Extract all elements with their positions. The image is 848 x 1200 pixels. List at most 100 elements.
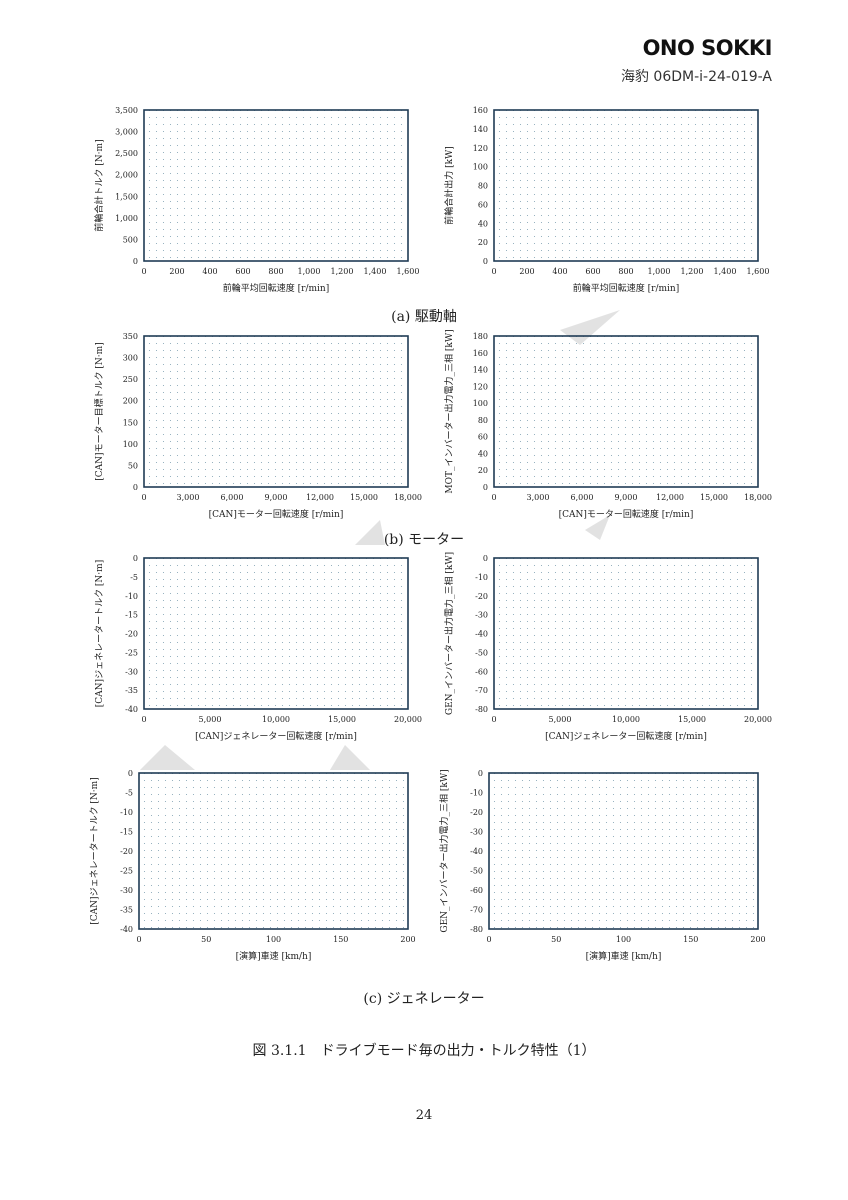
y-tick-label: 0 [483, 257, 488, 266]
x-tick-label: 150 [683, 935, 698, 944]
y-tick-label: 0 [133, 554, 138, 563]
y-tick-label: 0 [133, 257, 138, 266]
plot-area [489, 773, 758, 929]
x-axis-label: [CAN]ジェネレーター回転速度 [r/min] [545, 730, 707, 742]
y-tick-label: -5 [125, 789, 133, 798]
y-tick-label: 100 [473, 399, 488, 408]
x-axis-label: [演算]車速 [km/h] [586, 950, 662, 962]
y-tick-label: 120 [473, 382, 488, 391]
x-tick-label: 15,000 [678, 715, 706, 724]
y-tick-label: 250 [123, 375, 138, 384]
y-axis-label: 前輪合計トルク [N·m] [93, 139, 105, 231]
x-tick-label: 200 [169, 267, 184, 276]
x-tick-label: 20,000 [744, 715, 772, 724]
y-tick-label: -30 [120, 886, 133, 895]
x-tick-label: 1,200 [681, 267, 704, 276]
y-tick-label: 120 [473, 144, 488, 153]
y-tick-label: 140 [473, 366, 488, 375]
x-tick-label: 200 [519, 267, 534, 276]
y-tick-label: 200 [123, 397, 138, 406]
y-tick-label: 160 [473, 349, 488, 358]
x-tick-label: 400 [552, 267, 567, 276]
y-tick-label: -10 [470, 789, 483, 798]
y-axis-label: [CAN]ジェネレータートルク [N·m] [89, 777, 100, 924]
x-tick-label: 6,000 [221, 493, 244, 502]
plot-area [144, 336, 408, 487]
plot-frame [493, 109, 759, 262]
x-tick-label: 1,000 [648, 267, 671, 276]
x-axis-label: 前輪平均回転速度 [r/min] [573, 282, 679, 294]
x-tick-label: 12,000 [656, 493, 684, 502]
x-tick-label: 1,000 [298, 267, 321, 276]
page-number: 24 [415, 1108, 433, 1123]
x-tick-label: 0 [491, 267, 496, 276]
y-tick-label: 300 [123, 354, 138, 363]
y-tick-label: -70 [470, 906, 483, 915]
y-tick-label: -25 [125, 648, 138, 657]
x-tick-label: 5,000 [199, 715, 222, 724]
y-tick-label: -20 [120, 847, 133, 856]
y-tick-label: -80 [475, 705, 488, 714]
x-tick-label: 1,600 [747, 267, 770, 276]
x-tick-label: 3,000 [527, 493, 550, 502]
x-tick-label: 600 [235, 267, 250, 276]
x-tick-label: 15,000 [328, 715, 356, 724]
plot-frame [143, 335, 409, 488]
y-tick-label: 350 [123, 332, 138, 341]
document-id: 海豹 06DM-i-24-019-A [620, 69, 772, 85]
x-tick-label: 0 [486, 935, 491, 944]
y-tick-label: -60 [470, 886, 483, 895]
x-tick-label: 1,400 [714, 267, 737, 276]
x-tick-label: 200 [400, 935, 415, 944]
x-axis-label: [CAN]モーター回転速度 [r/min] [559, 508, 694, 520]
x-tick-label: 20,000 [394, 715, 422, 724]
y-axis-label: GEN_インバーター出力電力_三相 [kW] [438, 769, 450, 932]
x-tick-label: 1,600 [397, 267, 420, 276]
y-tick-label: 2,500 [115, 149, 138, 158]
y-tick-label: 40 [478, 219, 488, 228]
y-tick-label: 3,000 [115, 128, 138, 137]
x-tick-label: 15,000 [350, 493, 378, 502]
chart-motor-torque: 0 3,000 6,000 9,000 12,000 15,000 18,000 0 50 100… [90, 326, 422, 525]
y-tick-label: 140 [473, 125, 488, 134]
y-tick-label: 2,000 [115, 171, 138, 180]
plot-area [494, 110, 758, 261]
x-tick-label: 0 [141, 267, 146, 276]
y-tick-label: -40 [475, 630, 488, 639]
y-tick-label: 0 [128, 769, 133, 778]
y-tick-label: 1,500 [115, 192, 138, 201]
plot-area [494, 336, 758, 487]
caption-a: (a) 駆動軸 [391, 309, 457, 325]
x-tick-label: 0 [141, 493, 146, 502]
y-tick-label: 60 [478, 433, 488, 442]
x-tick-label: 50 [201, 935, 211, 944]
y-tick-label: -50 [475, 648, 488, 657]
x-tick-label: 600 [585, 267, 600, 276]
x-tick-label: 0 [141, 715, 146, 724]
y-tick-label: 100 [123, 440, 138, 449]
x-tick-label: 150 [333, 935, 348, 944]
x-tick-label: 0 [491, 715, 496, 724]
x-tick-label: 12,000 [306, 493, 334, 502]
plot-area [494, 558, 758, 709]
caption-c: (c) ジェネレーター [363, 991, 485, 1007]
x-tick-label: 100 [616, 935, 631, 944]
y-tick-label: -25 [120, 867, 133, 876]
y-tick-label: 500 [123, 235, 138, 244]
y-tick-label: 20 [478, 466, 488, 475]
x-tick-label: 800 [268, 267, 283, 276]
y-axis-label: 前輪合計出力 [kW] [443, 146, 455, 225]
y-tick-label: -80 [470, 925, 483, 934]
y-tick-label: -50 [470, 867, 483, 876]
y-axis-label: MOT_インバーター出力電力_三相 [kW] [443, 329, 455, 493]
x-tick-label: 9,000 [265, 493, 288, 502]
plot-frame [488, 772, 759, 930]
plot-frame [138, 772, 409, 930]
x-tick-label: 15,000 [700, 493, 728, 502]
plot-area [144, 110, 408, 261]
x-tick-label: 0 [491, 493, 496, 502]
y-tick-label: 0 [483, 554, 488, 563]
y-tick-label: -5 [130, 573, 138, 582]
x-axis-label: [演算]車速 [km/h] [236, 950, 312, 962]
x-tick-label: 1,200 [331, 267, 354, 276]
